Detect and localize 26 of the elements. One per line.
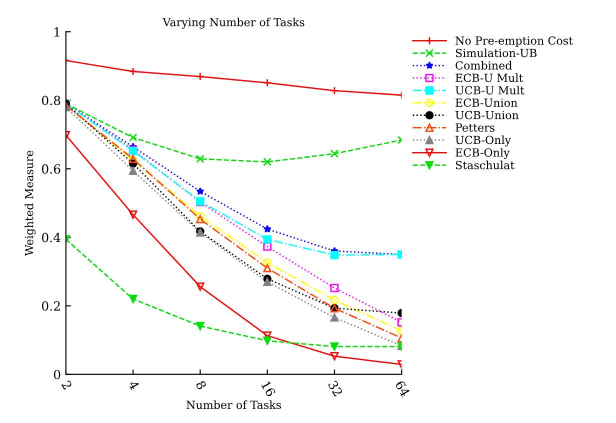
y-tick-label: 0.2 (42, 301, 60, 311)
y-tick-label: 0 (54, 370, 60, 380)
y-tick-label: 1 (54, 27, 60, 36)
x-axis-title: Number of Tasks (186, 400, 281, 410)
legend-label: Staschulat (456, 160, 515, 170)
legend-label: Simulation-UB (456, 48, 537, 58)
x-tick-label: 16 (260, 380, 276, 398)
x-tick-label: 64 (394, 380, 410, 398)
legend-label: UCB-Union (456, 110, 519, 120)
x-tick-label: 4 (128, 380, 140, 390)
legend-label: ECB-Union (456, 98, 518, 107)
chart-title: Varying Number of Tasks (162, 18, 304, 29)
legend-label: UCB-Only (456, 136, 512, 146)
x-tick-label: 32 (328, 380, 343, 397)
x-tick-label: 8 (195, 380, 207, 390)
legend-label: No Pre-emption Cost (456, 36, 573, 47)
legend-label: ECB-Only (456, 148, 510, 160)
y-tick-label: 0.6 (42, 164, 60, 174)
x-tick-label: 2 (61, 380, 72, 390)
y-tick-label: 0.4 (42, 232, 60, 242)
y-tick-label: 0.8 (42, 96, 60, 106)
legend-label: UCB-U Mult (456, 86, 524, 94)
legend-label: Combined (456, 61, 512, 70)
y-axis-title: Weighted Measure (24, 150, 36, 256)
legend-label: Petters (456, 123, 495, 132)
legend-label: ECB-U Mult (456, 73, 524, 82)
